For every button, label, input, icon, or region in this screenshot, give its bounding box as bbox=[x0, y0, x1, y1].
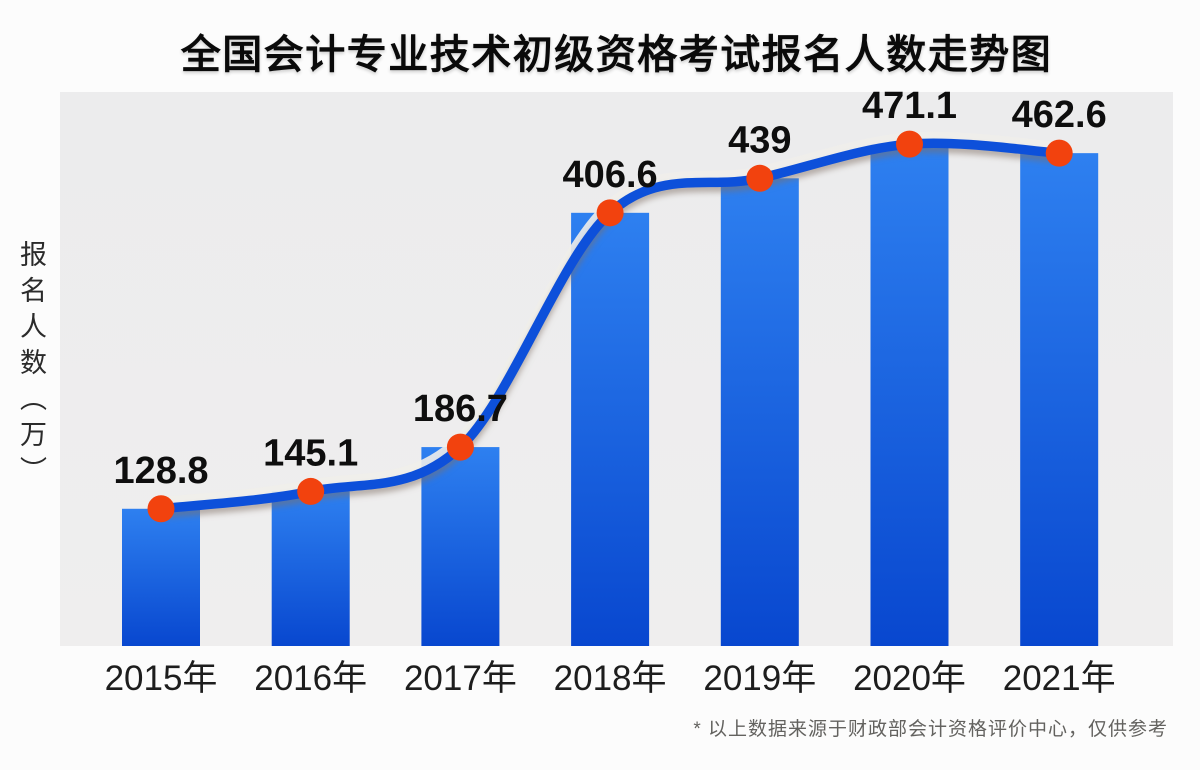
value-label: 186.7 bbox=[413, 388, 508, 430]
bar-2018年 bbox=[571, 212, 650, 646]
bar-2020年 bbox=[870, 144, 949, 647]
data-point-marker-2020年 bbox=[896, 130, 923, 158]
chart-title: 全国会计专业技术初级资格考试报名人数走势图 bbox=[180, 33, 1053, 77]
value-label: 439 bbox=[728, 119, 791, 161]
value-label: 145.1 bbox=[263, 432, 358, 474]
bar-2016年 bbox=[271, 491, 350, 646]
bar-2017年 bbox=[421, 447, 500, 646]
x-axis-tick-label: 2018年 bbox=[554, 659, 667, 698]
x-axis-tick-label: 2019年 bbox=[703, 659, 816, 698]
x-axis-tick-label: 2017年 bbox=[404, 659, 517, 698]
data-point-marker-2017年 bbox=[446, 433, 474, 461]
source-footnote: * 以上数据来源于财政部会计资格评价中心，仅供参考 bbox=[693, 719, 1168, 740]
bar-2021年 bbox=[1020, 153, 1099, 646]
data-point-marker-2021年 bbox=[1045, 139, 1073, 167]
data-point-marker-2016年 bbox=[297, 477, 325, 505]
value-label: 128.8 bbox=[113, 450, 208, 492]
value-label: 462.6 bbox=[1012, 94, 1107, 136]
value-label: 471.1 bbox=[862, 85, 957, 127]
data-point-marker-2019年 bbox=[746, 164, 774, 192]
data-point-marker-2018年 bbox=[596, 199, 624, 227]
y-axis-label: 报名人数（万） bbox=[16, 240, 46, 492]
value-label: 406.6 bbox=[563, 154, 658, 196]
bar-2019年 bbox=[720, 178, 799, 647]
bar-2015年 bbox=[122, 508, 200, 646]
x-axis-tick-label: 2020年 bbox=[853, 659, 966, 698]
x-axis-tick-label: 2021年 bbox=[1003, 659, 1116, 698]
x-axis-tick-label: 2016年 bbox=[254, 659, 367, 698]
data-point-marker-2015年 bbox=[147, 495, 175, 523]
x-axis-tick-label: 2015年 bbox=[105, 659, 218, 698]
